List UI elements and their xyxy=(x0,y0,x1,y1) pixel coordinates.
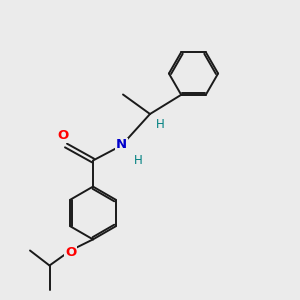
Text: H: H xyxy=(155,118,164,131)
Text: N: N xyxy=(116,138,127,152)
Text: O: O xyxy=(65,245,76,259)
Text: O: O xyxy=(57,129,69,142)
Text: H: H xyxy=(134,154,143,167)
